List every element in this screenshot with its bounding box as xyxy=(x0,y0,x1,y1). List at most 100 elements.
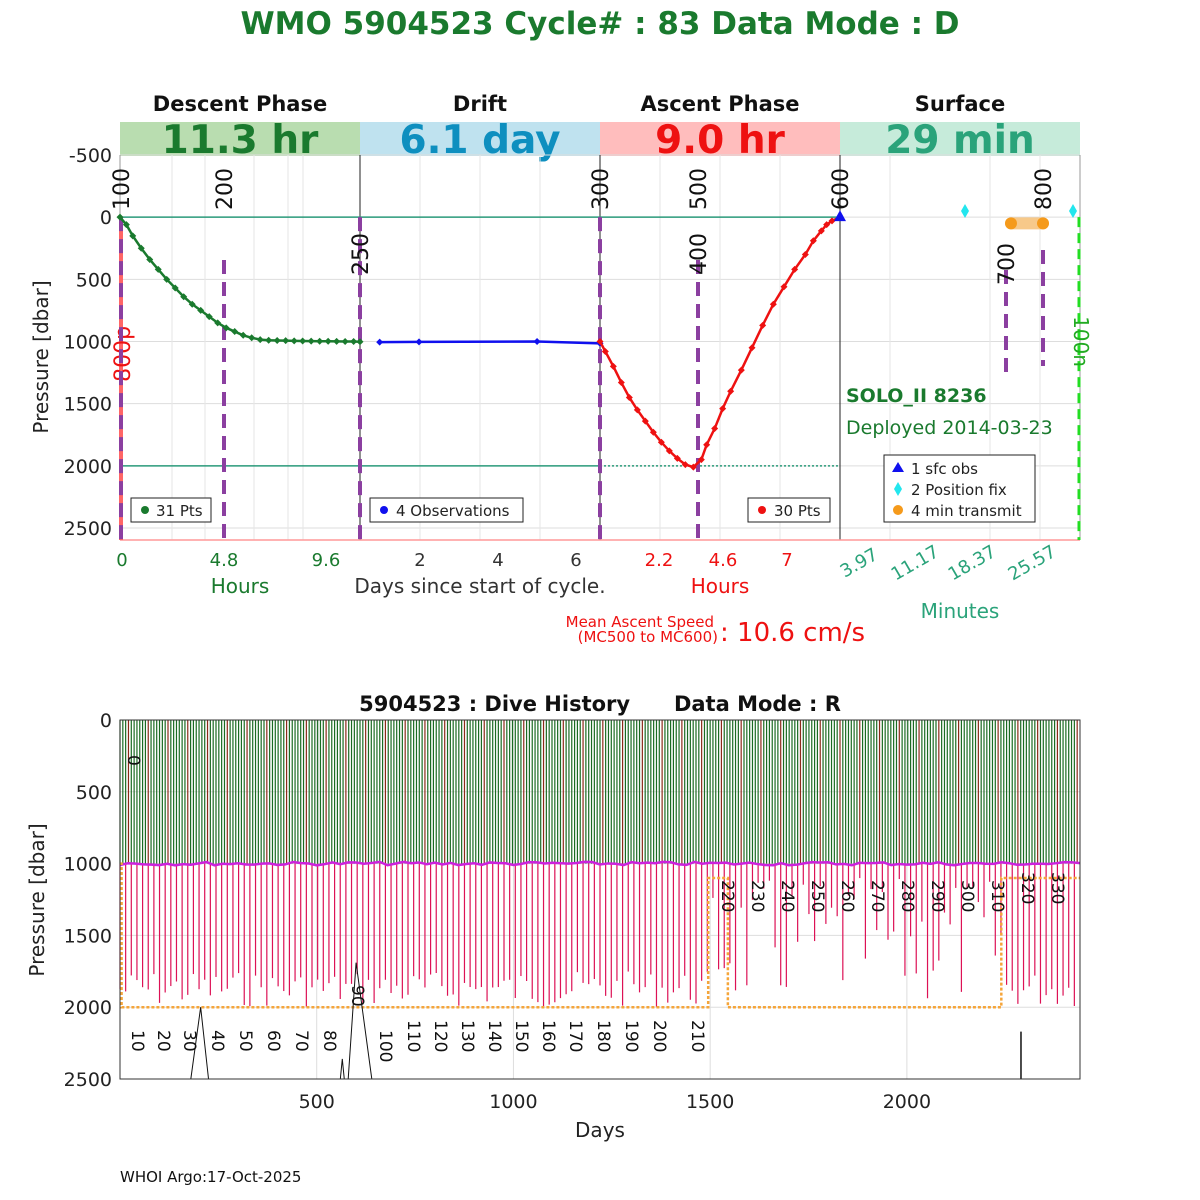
descent-point xyxy=(154,265,162,273)
surface-obs-marker xyxy=(834,210,846,222)
descent-point xyxy=(205,313,213,321)
mission-code-label: 700 xyxy=(995,243,1020,285)
ascent-count-box: 30 Pts xyxy=(747,497,831,523)
legend-item-position-fix: 2 Position fix xyxy=(911,481,1007,499)
bottom-y-tick: 1000 xyxy=(64,854,112,876)
mean-speed-label-2: (MC500 to MC600) xyxy=(578,628,718,646)
descent-point xyxy=(137,244,145,252)
cycle-number-label: 240 xyxy=(777,880,797,912)
diamond-marker-icon xyxy=(894,482,902,496)
float-name: SOLO_II 8236 xyxy=(846,385,987,407)
cycle-number-label: 260 xyxy=(837,880,857,912)
ascent-x-tick: 2.2 xyxy=(645,550,674,571)
descent-point xyxy=(350,338,358,345)
drift-point xyxy=(533,338,541,345)
mission-code-label: 300 xyxy=(589,168,614,210)
cycle-number-label: 50 xyxy=(235,1030,255,1052)
bottom-y-tick: 2000 xyxy=(64,997,112,1019)
y-tick-label: -500 xyxy=(69,145,112,167)
ascent-point xyxy=(780,283,788,291)
descent-point xyxy=(129,232,137,240)
descent-count: 31 Pts xyxy=(156,502,203,520)
mission-code-label: 200 xyxy=(213,168,238,210)
triangle-marker-icon xyxy=(892,462,904,472)
descent-point xyxy=(122,221,130,229)
top-y-ticks: -500 0 500 1000 1500 2000 2500 xyxy=(64,145,112,540)
cycle-number-label: 10 xyxy=(127,1030,147,1052)
anomaly-spike xyxy=(190,1007,210,1080)
cycle-number-label: 160 xyxy=(538,1020,558,1052)
descent-point xyxy=(273,337,281,345)
descent-point xyxy=(146,255,154,263)
cycle-number-label: 40 xyxy=(207,1030,227,1052)
bottom-panel: 5904523 : Dive History Data Mode : R 0 10… xyxy=(25,692,1081,1142)
cycle-number-label: 210 xyxy=(687,1020,707,1052)
ascent-point xyxy=(673,454,681,462)
cycle-number-label: 120 xyxy=(430,1020,450,1052)
ascent-point xyxy=(791,265,799,273)
ascent-point xyxy=(641,417,649,425)
cycle-number-label: 220 xyxy=(717,880,737,912)
cycle-number-label: 20 xyxy=(153,1030,173,1052)
drift-count: 4 Observations xyxy=(396,502,510,520)
ascent-point xyxy=(748,344,756,352)
mission-code-label: 100 xyxy=(110,168,135,210)
drift-point xyxy=(376,338,384,346)
footer-credit: WHOI Argo:17-Oct-2025 xyxy=(120,1168,301,1186)
anomaly-spike xyxy=(339,1058,345,1080)
mission-code-label: 250 xyxy=(349,233,374,275)
mean-speed-label-1: Mean Ascent Speed xyxy=(566,613,714,631)
transmit-marker xyxy=(1005,217,1017,230)
ascent-point xyxy=(817,227,825,235)
ascent-point xyxy=(711,425,719,433)
ascent-point xyxy=(601,347,609,355)
cycle-number-label: 60 xyxy=(263,1030,283,1052)
descent-count-box: 31 Pts xyxy=(130,497,212,523)
cycle-number-label: 70 xyxy=(291,1030,311,1052)
ascent-point xyxy=(681,461,689,469)
descent-point xyxy=(265,336,273,344)
drift-x-label: Days since start of cycle. xyxy=(354,574,605,598)
ascent-point xyxy=(801,250,809,258)
bottom-x-tick: 500 xyxy=(299,1091,335,1113)
descent-point xyxy=(180,293,188,301)
descent-x-tick: 0 xyxy=(116,550,127,571)
cycle-number-label: 300 xyxy=(957,880,977,912)
cycle-number-label: 80 xyxy=(319,1030,339,1052)
ascent-x-tick: 7 xyxy=(781,550,792,571)
bottom-y-tick: 2500 xyxy=(64,1069,112,1091)
cycle-number-label: 130 xyxy=(457,1020,477,1052)
cycle-number-label: 90 xyxy=(347,985,367,1007)
cycle-number-label: 290 xyxy=(927,880,947,912)
ascent-point xyxy=(625,393,633,401)
phase-name-1: Drift xyxy=(453,92,507,116)
descent-point xyxy=(171,284,179,292)
ascent-point xyxy=(649,428,657,436)
phase-band-0 xyxy=(120,122,360,156)
legend-item-sfc-obs: 1 sfc obs xyxy=(911,460,978,478)
surface-x-tick: 3.97 xyxy=(837,544,882,582)
descent-point xyxy=(333,337,341,345)
circle-marker-icon xyxy=(893,505,903,515)
mean-speed-value: : 10.6 cm/s xyxy=(720,618,865,648)
descent-point xyxy=(307,337,315,345)
descent-point xyxy=(316,337,324,345)
mission-code-label: 800 xyxy=(1032,168,1057,210)
drift-x-tick: 6 xyxy=(570,550,581,571)
surface-x-label: Minutes xyxy=(921,599,1000,623)
profile-depth-trace xyxy=(120,862,1080,1009)
phase-duration-0: 11.3 hr xyxy=(162,118,320,163)
anomaly-spike xyxy=(347,962,373,1080)
ascent-point xyxy=(809,237,817,245)
drift-count-box: 4 Observations xyxy=(369,497,524,523)
cycle-number-label: 170 xyxy=(565,1020,585,1052)
mission-code-label: 400 xyxy=(687,233,712,275)
mission-code-label: 500 xyxy=(687,168,712,210)
descent-point xyxy=(341,338,349,345)
ascent-point xyxy=(665,447,673,455)
bottom-x-tick: 2000 xyxy=(883,1091,931,1113)
ascent-point xyxy=(769,300,777,308)
ascent-point xyxy=(596,338,604,345)
